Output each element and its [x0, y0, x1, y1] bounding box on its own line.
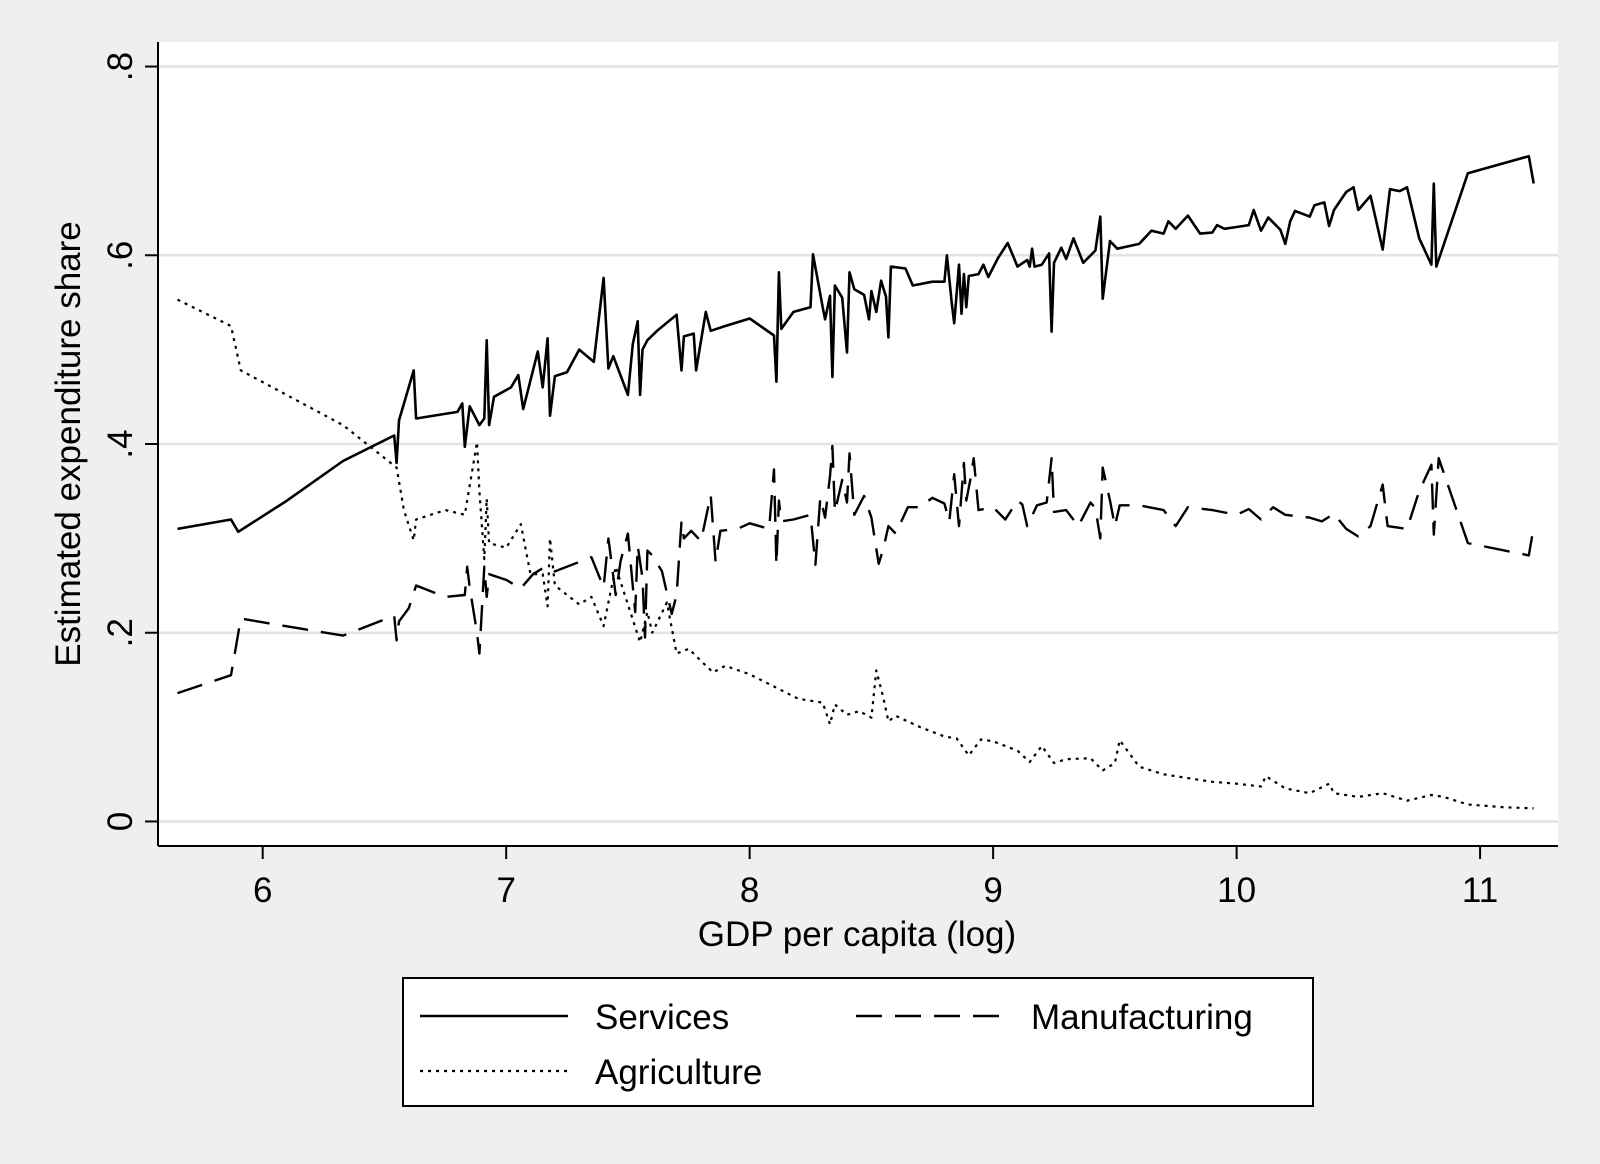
y-tick-label-2: .4 [101, 429, 140, 458]
x-tick-label-2: 8 [740, 871, 759, 910]
legend-box [402, 977, 1314, 1107]
x-tick-label-3: 9 [983, 871, 1002, 910]
x-axis-label: GDP per capita (log) [698, 915, 1016, 954]
y-axis-label: Estimated expenditure share [49, 221, 88, 667]
y-tick-label-4: .8 [101, 52, 140, 81]
y-tick-label-3: .6 [101, 241, 140, 270]
y-tick-label-1: .2 [101, 618, 140, 647]
legend: Services Manufacturing Agriculture [402, 977, 1314, 1107]
series-line-services [177, 154, 1535, 534]
x-tick-label-1: 7 [496, 871, 515, 910]
x-tick-label-4: 10 [1217, 871, 1256, 910]
legend-label-agriculture: Agriculture [595, 1053, 762, 1092]
ticks: 6 7 8 9 10 11 0 .2 .4 .6 .8 [101, 52, 1498, 910]
gridlines [158, 65, 1558, 823]
series-lines [177, 154, 1535, 810]
x-tick-label-5: 11 [1462, 871, 1498, 910]
legend-label-services: Services [595, 998, 729, 1037]
y-tick-label-0: 0 [101, 812, 140, 831]
x-tick-label-0: 6 [253, 871, 272, 910]
series-line-manufacturing [177, 444, 1535, 695]
legend-label-manufacturing: Manufacturing [1031, 998, 1253, 1037]
